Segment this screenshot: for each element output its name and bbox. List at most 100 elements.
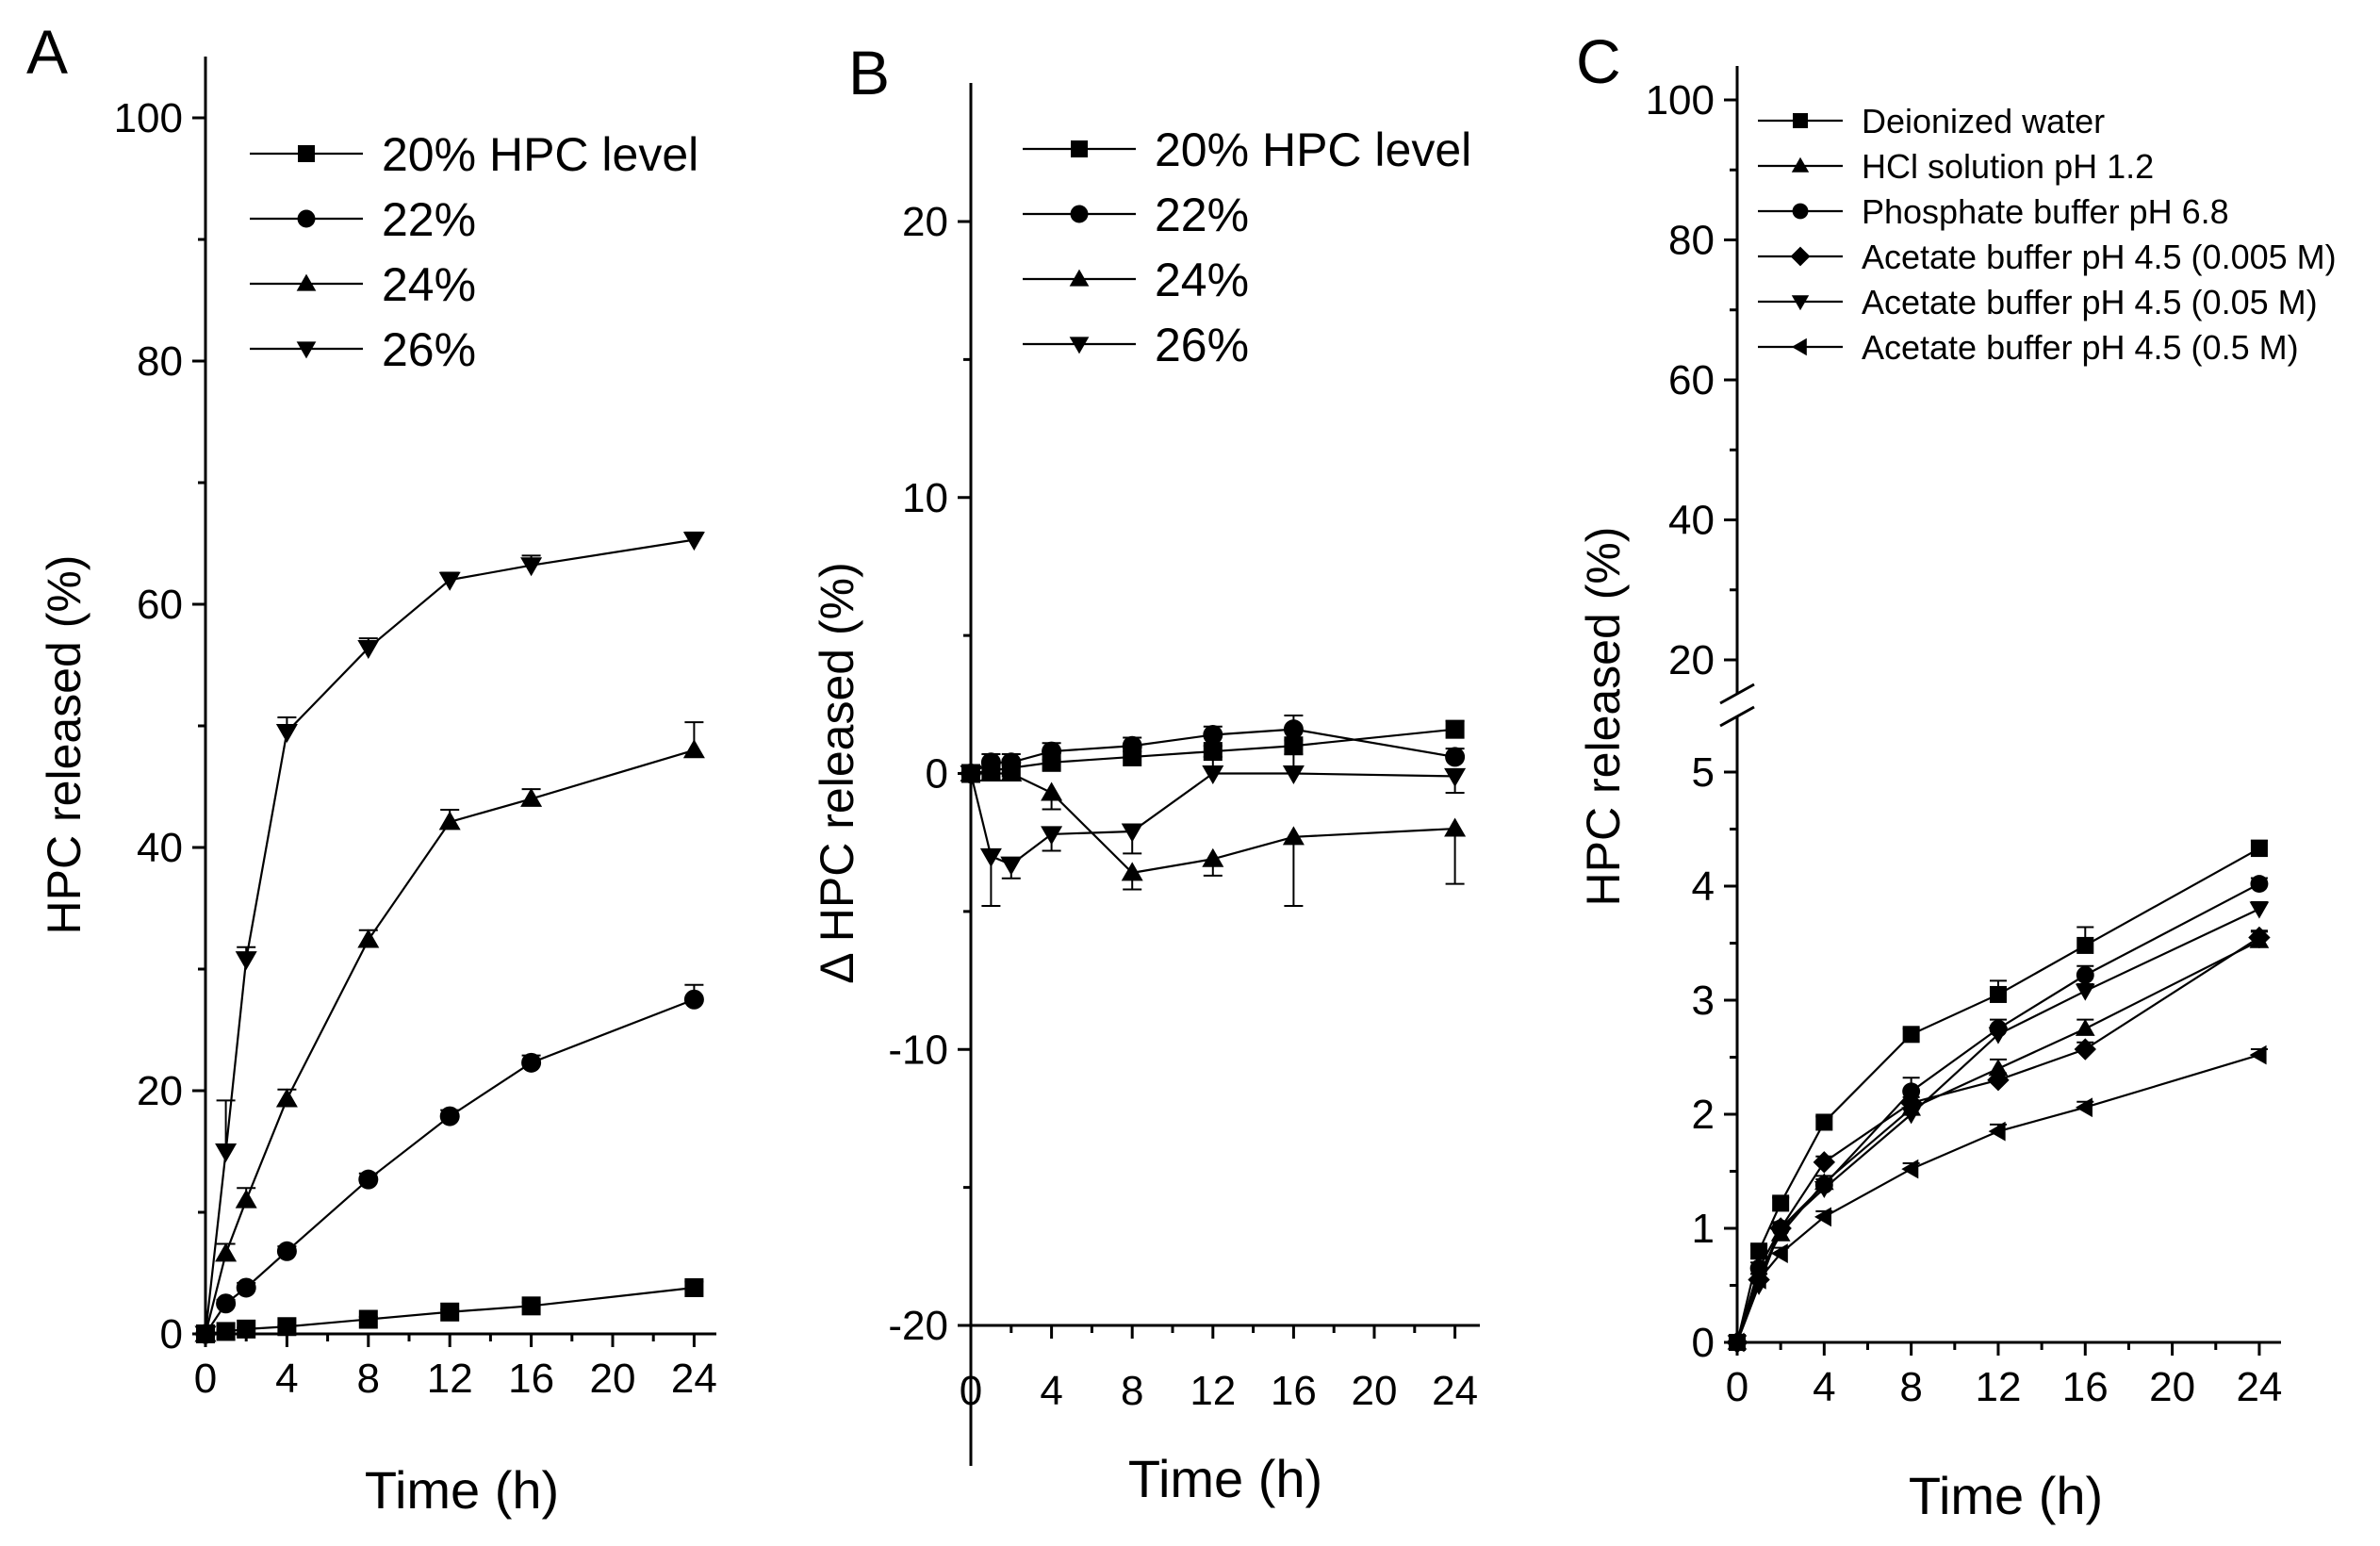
data-point [1000, 763, 1023, 781]
data-point [2076, 965, 2094, 984]
data-point [2250, 875, 2269, 894]
legend-marker [296, 341, 317, 359]
data-point [1041, 826, 1063, 846]
legend-item: 24% [250, 258, 476, 311]
legend-marker [1793, 113, 1808, 128]
panel-b-ylabel: Δ HPC released (%) [811, 562, 863, 983]
data-point [980, 752, 1001, 773]
series-circle [1728, 875, 2269, 1352]
data-point [960, 765, 982, 784]
data-point [1814, 1207, 1831, 1227]
y-tick-label: 0 [160, 1311, 183, 1357]
data-point [2075, 983, 2095, 1001]
series-line [204, 538, 695, 1335]
data-point [979, 763, 1002, 781]
data-point [2248, 926, 2271, 949]
y-tick-label: 60 [137, 582, 183, 628]
data-point [1770, 1243, 1788, 1263]
legend-label: Phosphate buffer pH 6.8 [1862, 192, 2229, 231]
data-point [1203, 725, 1223, 746]
data-point [215, 1242, 238, 1262]
data-point [1727, 1332, 1745, 1353]
y-tick-label: 20 [1668, 637, 1715, 683]
data-point [357, 929, 380, 948]
data-point [1772, 1194, 1790, 1212]
data-point [521, 1052, 542, 1073]
data-point [358, 1169, 379, 1190]
legend-label: 24% [382, 258, 476, 311]
y-tick-label: 1 [1692, 1206, 1715, 1252]
legend-marker [1791, 156, 1810, 173]
y-tick-label: 40 [1668, 498, 1715, 544]
data-point [216, 1293, 237, 1314]
legend-marker [1071, 140, 1088, 157]
panel-a: A Time (h) HPC released (%) 020406080100… [26, 17, 717, 1520]
data-point [438, 811, 461, 831]
y-tick-label: 20 [137, 1068, 183, 1114]
data-point [438, 571, 461, 591]
panel-c-letter: C [1576, 26, 1621, 96]
series-circle [960, 715, 1466, 783]
data-point [1988, 1121, 2006, 1142]
data-point [235, 951, 257, 971]
panel-b-xlabel: Time (h) [1128, 1449, 1322, 1508]
data-point [215, 1143, 238, 1162]
y-tick-label: -20 [888, 1303, 948, 1349]
y-tick-label: -10 [888, 1027, 948, 1073]
legend-item: HCl solution pH 1.2 [1758, 147, 2154, 186]
legend-label: Acetate buffer pH 4.5 (0.05 M) [1862, 283, 2318, 321]
legend-label: Deionized water [1862, 102, 2105, 140]
data-point [2075, 1097, 2093, 1118]
x-tick-label: 4 [1813, 1364, 1835, 1410]
x-tick-label: 24 [2236, 1364, 2282, 1410]
panel-c-ylabel: HPC released (%) [1577, 527, 1630, 907]
series-circle [195, 983, 704, 1344]
y-tick-label: 2 [1692, 1092, 1715, 1138]
data-point [1122, 735, 1142, 756]
data-point [2249, 901, 2270, 919]
x-tick-label: 12 [427, 1356, 473, 1402]
data-point [1041, 781, 1063, 801]
y-tick-label: 4 [1692, 863, 1715, 910]
y-tick-label: 5 [1692, 749, 1715, 796]
x-tick-label: 0 [1726, 1364, 1748, 1410]
data-point [1989, 985, 2007, 1003]
data-point [1902, 1026, 1920, 1044]
series-line [1735, 936, 2260, 1343]
data-point [1988, 1027, 2009, 1044]
data-point [236, 1277, 256, 1298]
legend-item: Phosphate buffer pH 6.8 [1758, 192, 2229, 231]
data-point [2076, 936, 2094, 954]
y-tick-label: 80 [137, 338, 183, 385]
data-point [1770, 1221, 1791, 1239]
data-point [520, 787, 543, 807]
panel-a-letter: A [26, 17, 68, 87]
x-tick-label: 16 [1271, 1368, 1317, 1414]
legend-item: 20% HPC level [1023, 123, 1471, 176]
data-point [1988, 1059, 2009, 1077]
legend-item: Acetate buffer pH 4.5 (0.05 M) [1758, 283, 2318, 321]
x-tick-label: 0 [960, 1368, 982, 1414]
legend-item: 24% [1023, 254, 1249, 306]
legend-item: 20% HPC level [250, 128, 698, 181]
x-tick-label: 16 [508, 1356, 554, 1402]
legend-marker [296, 273, 317, 291]
x-tick-label: 16 [2062, 1364, 2109, 1410]
x-tick-label: 24 [1432, 1368, 1478, 1414]
panel-a-ylabel: HPC released (%) [38, 555, 90, 935]
y-tick-label: 100 [1646, 77, 1715, 123]
y-tick-label: 0 [1692, 1320, 1715, 1366]
legend-marker [1069, 269, 1090, 287]
legend-label: Acetate buffer pH 4.5 (0.005 M) [1862, 238, 2337, 276]
data-point [275, 723, 298, 743]
legend-label: 20% HPC level [1155, 123, 1471, 176]
legend-marker [1791, 295, 1810, 311]
data-point [235, 1189, 257, 1209]
panel-b: B Time (h) Δ HPC released (%) -20 -10 0 10 2… [811, 38, 1480, 1508]
data-point [1000, 856, 1023, 876]
data-point [1282, 765, 1305, 784]
legend-item: 22% [250, 193, 476, 246]
data-point [2250, 840, 2268, 858]
series-line [205, 998, 695, 1335]
